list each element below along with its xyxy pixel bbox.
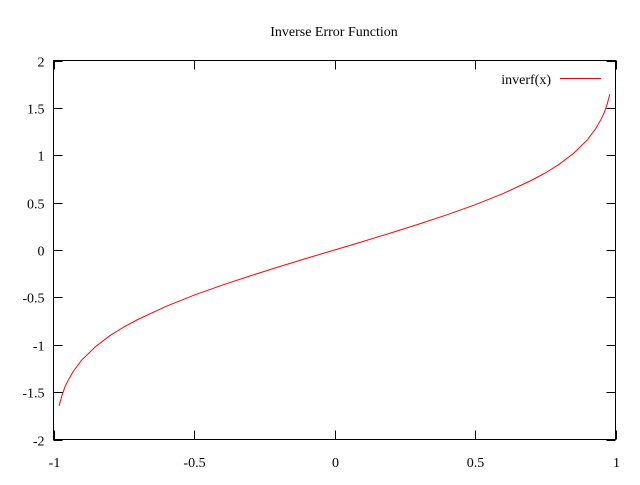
series-line-inverf bbox=[58, 93, 611, 407]
x-tick-label: 1 bbox=[613, 456, 620, 471]
y-tick-label: 0 bbox=[38, 245, 45, 260]
x-tick-label: 0 bbox=[332, 456, 339, 471]
y-tick-label: 1.5 bbox=[27, 103, 45, 118]
y-tick-label: -1 bbox=[33, 340, 45, 355]
y-tick-label: -1.5 bbox=[22, 387, 44, 402]
y-tick-label: -0.5 bbox=[22, 292, 44, 307]
x-tick-label: -1 bbox=[49, 456, 61, 471]
y-tick-label: 2 bbox=[38, 56, 45, 71]
legend-label: inverf(x) bbox=[501, 73, 551, 88]
y-tick-label: 0.5 bbox=[27, 198, 45, 213]
x-tick-label: 0.5 bbox=[467, 456, 485, 471]
x-tick-label: -0.5 bbox=[183, 456, 205, 471]
y-tick-label: 1 bbox=[38, 150, 45, 165]
y-tick-label: -2 bbox=[33, 435, 45, 450]
chart-title: Inverse Error Function bbox=[270, 25, 398, 40]
